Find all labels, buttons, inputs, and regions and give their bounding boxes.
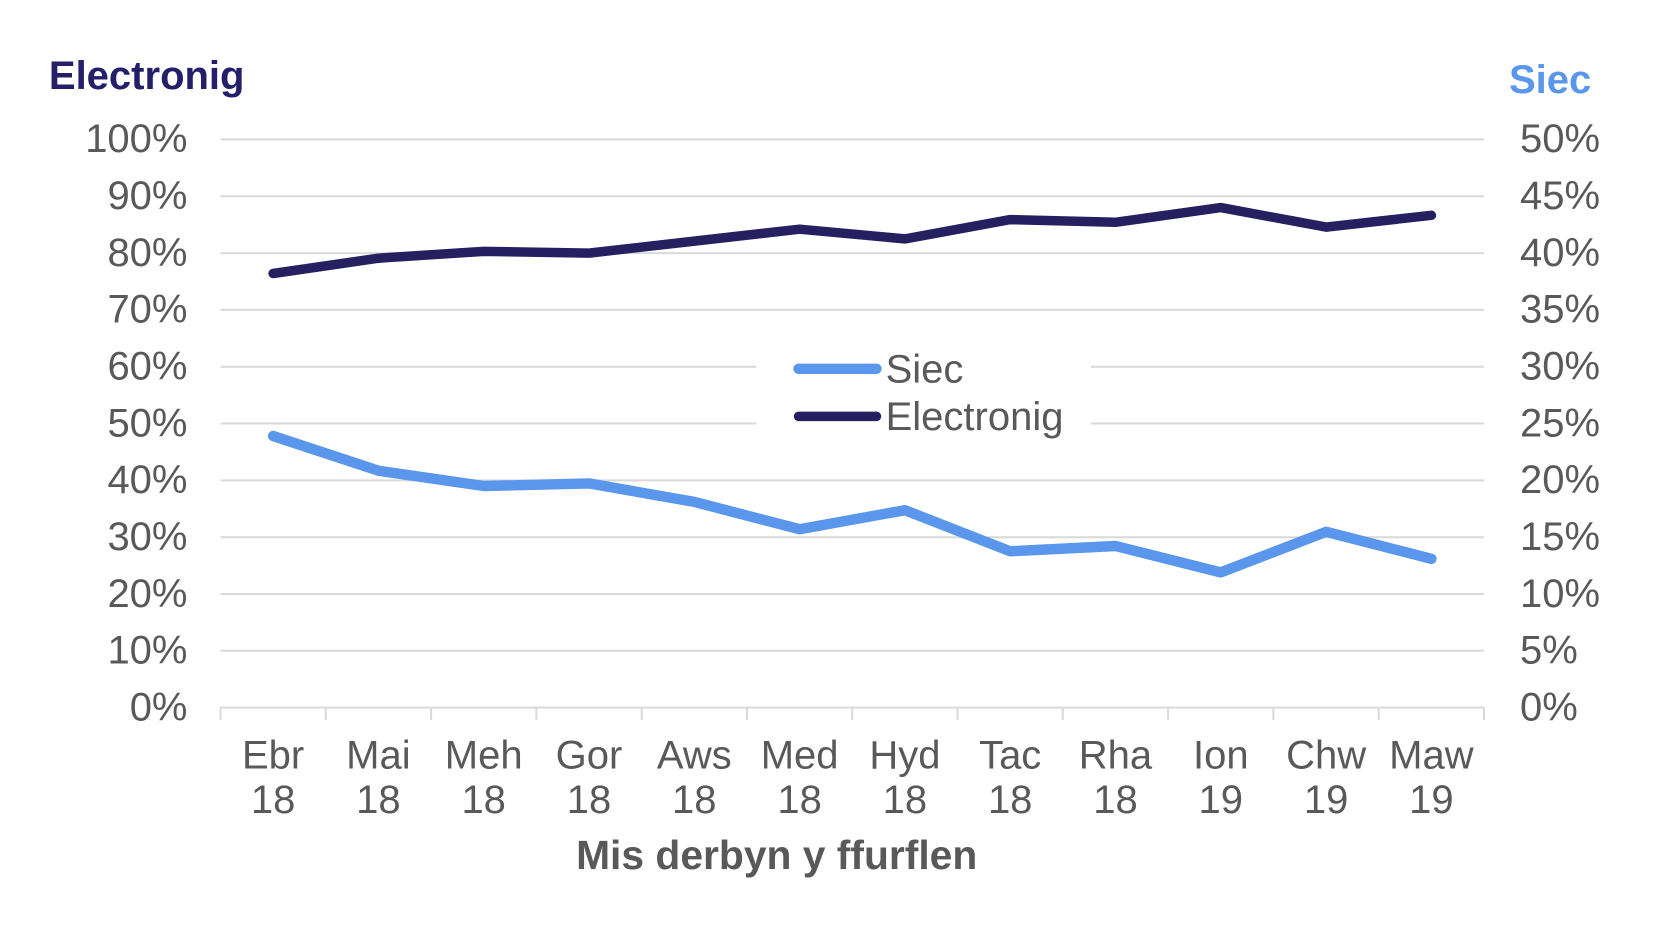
svg-text:Gor: Gor [556,734,623,778]
svg-text:Electronig: Electronig [49,54,245,98]
svg-text:Ion: Ion [1193,734,1249,778]
svg-text:30%: 30% [107,515,187,559]
svg-text:0%: 0% [130,685,188,729]
svg-text:15%: 15% [1520,515,1600,559]
svg-text:100%: 100% [85,117,187,161]
svg-text:18: 18 [1093,778,1138,822]
svg-text:18: 18 [777,778,822,822]
svg-text:18: 18 [356,778,401,822]
svg-text:40%: 40% [1520,231,1600,275]
svg-text:50%: 50% [107,401,187,445]
svg-text:20%: 20% [107,572,187,616]
svg-text:Tac: Tac [979,734,1041,778]
svg-text:19: 19 [1304,778,1349,822]
svg-text:18: 18 [672,778,717,822]
svg-text:Rha: Rha [1079,734,1153,778]
svg-text:Electronig: Electronig [886,395,1064,439]
svg-text:5%: 5% [1520,629,1578,673]
svg-text:Siec: Siec [1509,58,1591,102]
svg-text:18: 18 [988,778,1033,822]
svg-text:Mis derbyn y ffurflen: Mis derbyn y ffurflen [576,832,977,878]
svg-text:80%: 80% [107,231,187,275]
svg-text:0%: 0% [1520,685,1578,729]
svg-text:19: 19 [1409,778,1454,822]
svg-text:10%: 10% [1520,572,1600,616]
svg-text:50%: 50% [1520,117,1600,161]
svg-text:Ebr: Ebr [242,734,304,778]
svg-text:Mai: Mai [346,734,410,778]
svg-text:Hyd: Hyd [869,734,940,778]
svg-text:18: 18 [567,778,612,822]
svg-text:40%: 40% [107,458,187,502]
svg-text:Med: Med [761,734,839,778]
svg-text:18: 18 [251,778,296,822]
svg-text:Siec: Siec [886,348,964,392]
svg-text:18: 18 [883,778,928,822]
svg-text:25%: 25% [1520,401,1600,445]
svg-text:60%: 60% [107,345,187,389]
svg-text:10%: 10% [107,629,187,673]
svg-text:19: 19 [1199,778,1244,822]
svg-text:18: 18 [461,778,506,822]
svg-text:70%: 70% [107,288,187,332]
svg-text:Aws: Aws [657,734,732,778]
svg-text:Maw: Maw [1389,734,1474,778]
svg-text:Chw: Chw [1286,734,1366,778]
svg-text:45%: 45% [1520,174,1600,218]
svg-text:Meh: Meh [445,734,523,778]
svg-text:30%: 30% [1520,345,1600,389]
svg-text:35%: 35% [1520,288,1600,332]
svg-text:90%: 90% [107,174,187,218]
svg-text:20%: 20% [1520,458,1600,502]
